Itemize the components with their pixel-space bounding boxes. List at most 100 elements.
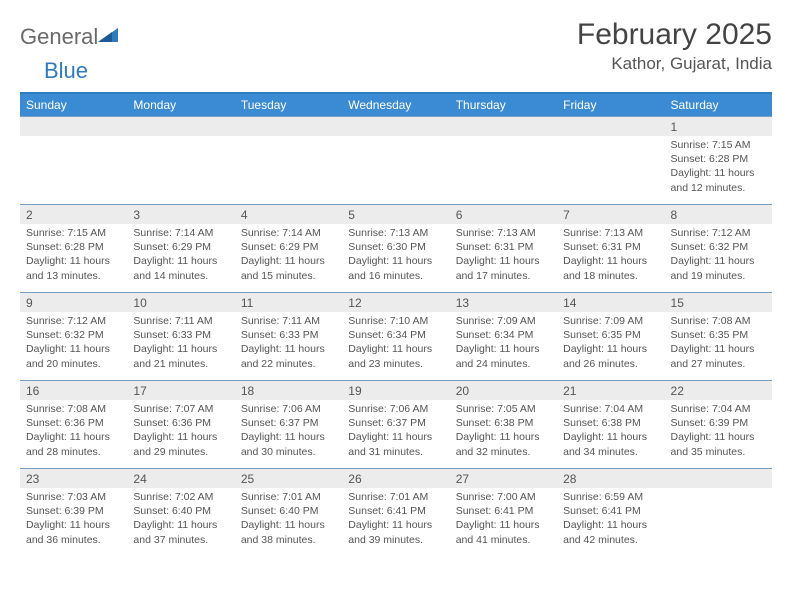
day-cell: 27Sunrise: 7:00 AMSunset: 6:41 PMDayligh… — [450, 469, 557, 557]
weekday-saturday: Saturday — [665, 93, 772, 117]
weekday-monday: Monday — [127, 93, 234, 117]
day-cell: 12Sunrise: 7:10 AMSunset: 6:34 PMDayligh… — [342, 293, 449, 381]
day-number: 5 — [342, 205, 449, 224]
day-number — [665, 469, 772, 488]
day-cell: 5Sunrise: 7:13 AMSunset: 6:30 PMDaylight… — [342, 205, 449, 293]
day-number: 9 — [20, 293, 127, 312]
day-number: 14 — [557, 293, 664, 312]
day-number: 24 — [127, 469, 234, 488]
day-content: Sunrise: 7:01 AMSunset: 6:40 PMDaylight:… — [235, 488, 342, 551]
day-content: Sunrise: 7:09 AMSunset: 6:34 PMDaylight:… — [450, 312, 557, 375]
sunset-text: Sunset: 6:38 PM — [456, 416, 551, 430]
sunrise-text: Sunrise: 7:08 AM — [26, 402, 121, 416]
day-cell — [235, 117, 342, 205]
day-content — [235, 136, 342, 142]
month-title: February 2025 — [577, 18, 772, 52]
day-content: Sunrise: 7:10 AMSunset: 6:34 PMDaylight:… — [342, 312, 449, 375]
week-row: 23Sunrise: 7:03 AMSunset: 6:39 PMDayligh… — [20, 469, 772, 557]
daylight-text: Daylight: 11 hours and 38 minutes. — [241, 518, 336, 546]
sunrise-text: Sunrise: 7:07 AM — [133, 402, 228, 416]
day-cell: 10Sunrise: 7:11 AMSunset: 6:33 PMDayligh… — [127, 293, 234, 381]
day-content: Sunrise: 7:08 AMSunset: 6:35 PMDaylight:… — [665, 312, 772, 375]
day-content: Sunrise: 7:07 AMSunset: 6:36 PMDaylight:… — [127, 400, 234, 463]
day-content: Sunrise: 7:15 AMSunset: 6:28 PMDaylight:… — [665, 136, 772, 199]
sunset-text: Sunset: 6:34 PM — [348, 328, 443, 342]
day-number — [127, 117, 234, 136]
day-number: 13 — [450, 293, 557, 312]
day-cell: 18Sunrise: 7:06 AMSunset: 6:37 PMDayligh… — [235, 381, 342, 469]
daylight-text: Daylight: 11 hours and 14 minutes. — [133, 254, 228, 282]
day-number: 3 — [127, 205, 234, 224]
daylight-text: Daylight: 11 hours and 32 minutes. — [456, 430, 551, 458]
daylight-text: Daylight: 11 hours and 12 minutes. — [671, 166, 766, 194]
day-number: 25 — [235, 469, 342, 488]
day-content — [665, 488, 772, 494]
sunrise-text: Sunrise: 7:13 AM — [348, 226, 443, 240]
logo-triangle-icon — [98, 26, 120, 49]
sunrise-text: Sunrise: 7:00 AM — [456, 490, 551, 504]
day-content: Sunrise: 7:11 AMSunset: 6:33 PMDaylight:… — [235, 312, 342, 375]
day-content: Sunrise: 7:12 AMSunset: 6:32 PMDaylight:… — [665, 224, 772, 287]
day-content: Sunrise: 7:13 AMSunset: 6:31 PMDaylight:… — [450, 224, 557, 287]
daylight-text: Daylight: 11 hours and 23 minutes. — [348, 342, 443, 370]
daylight-text: Daylight: 11 hours and 41 minutes. — [456, 518, 551, 546]
title-block: February 2025 Kathor, Gujarat, India — [577, 18, 772, 74]
daylight-text: Daylight: 11 hours and 39 minutes. — [348, 518, 443, 546]
week-row: 1Sunrise: 7:15 AMSunset: 6:28 PMDaylight… — [20, 117, 772, 205]
day-content: Sunrise: 7:14 AMSunset: 6:29 PMDaylight:… — [127, 224, 234, 287]
daylight-text: Daylight: 11 hours and 37 minutes. — [133, 518, 228, 546]
day-content: Sunrise: 7:00 AMSunset: 6:41 PMDaylight:… — [450, 488, 557, 551]
day-number: 26 — [342, 469, 449, 488]
sunset-text: Sunset: 6:33 PM — [133, 328, 228, 342]
day-content — [450, 136, 557, 142]
daylight-text: Daylight: 11 hours and 13 minutes. — [26, 254, 121, 282]
sunset-text: Sunset: 6:30 PM — [348, 240, 443, 254]
day-cell: 15Sunrise: 7:08 AMSunset: 6:35 PMDayligh… — [665, 293, 772, 381]
day-content: Sunrise: 7:13 AMSunset: 6:30 PMDaylight:… — [342, 224, 449, 287]
sunset-text: Sunset: 6:41 PM — [348, 504, 443, 518]
sunset-text: Sunset: 6:41 PM — [563, 504, 658, 518]
day-content — [20, 136, 127, 142]
sunrise-text: Sunrise: 7:11 AM — [133, 314, 228, 328]
day-number — [342, 117, 449, 136]
sunset-text: Sunset: 6:31 PM — [563, 240, 658, 254]
day-cell — [665, 469, 772, 557]
daylight-text: Daylight: 11 hours and 28 minutes. — [26, 430, 121, 458]
weekday-wednesday: Wednesday — [342, 93, 449, 117]
day-cell: 21Sunrise: 7:04 AMSunset: 6:38 PMDayligh… — [557, 381, 664, 469]
calendar-table: Sunday Monday Tuesday Wednesday Thursday… — [20, 92, 772, 557]
day-cell — [20, 117, 127, 205]
day-cell: 26Sunrise: 7:01 AMSunset: 6:41 PMDayligh… — [342, 469, 449, 557]
daylight-text: Daylight: 11 hours and 16 minutes. — [348, 254, 443, 282]
day-number: 1 — [665, 117, 772, 136]
daylight-text: Daylight: 11 hours and 31 minutes. — [348, 430, 443, 458]
sunrise-text: Sunrise: 7:03 AM — [26, 490, 121, 504]
logo-text-general: General — [20, 24, 98, 50]
week-row: 2Sunrise: 7:15 AMSunset: 6:28 PMDaylight… — [20, 205, 772, 293]
daylight-text: Daylight: 11 hours and 35 minutes. — [671, 430, 766, 458]
daylight-text: Daylight: 11 hours and 27 minutes. — [671, 342, 766, 370]
day-cell: 2Sunrise: 7:15 AMSunset: 6:28 PMDaylight… — [20, 205, 127, 293]
weekday-thursday: Thursday — [450, 93, 557, 117]
sunrise-text: Sunrise: 7:14 AM — [133, 226, 228, 240]
day-number: 2 — [20, 205, 127, 224]
day-number: 23 — [20, 469, 127, 488]
sunrise-text: Sunrise: 7:05 AM — [456, 402, 551, 416]
sunset-text: Sunset: 6:36 PM — [133, 416, 228, 430]
daylight-text: Daylight: 11 hours and 19 minutes. — [671, 254, 766, 282]
sunset-text: Sunset: 6:38 PM — [563, 416, 658, 430]
sunset-text: Sunset: 6:37 PM — [241, 416, 336, 430]
sunset-text: Sunset: 6:35 PM — [563, 328, 658, 342]
day-number — [557, 117, 664, 136]
day-cell: 14Sunrise: 7:09 AMSunset: 6:35 PMDayligh… — [557, 293, 664, 381]
sunrise-text: Sunrise: 7:08 AM — [671, 314, 766, 328]
day-cell — [450, 117, 557, 205]
day-content: Sunrise: 7:02 AMSunset: 6:40 PMDaylight:… — [127, 488, 234, 551]
day-number: 7 — [557, 205, 664, 224]
day-cell: 23Sunrise: 7:03 AMSunset: 6:39 PMDayligh… — [20, 469, 127, 557]
day-cell — [557, 117, 664, 205]
day-cell: 1Sunrise: 7:15 AMSunset: 6:28 PMDaylight… — [665, 117, 772, 205]
day-number: 4 — [235, 205, 342, 224]
daylight-text: Daylight: 11 hours and 22 minutes. — [241, 342, 336, 370]
sunset-text: Sunset: 6:39 PM — [671, 416, 766, 430]
